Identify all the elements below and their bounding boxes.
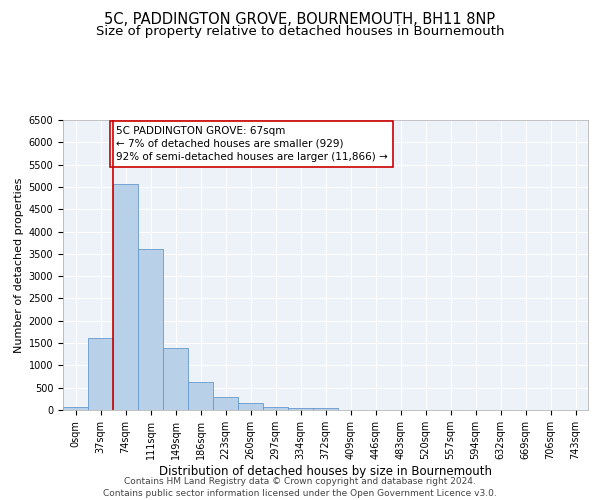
Bar <box>113 184 138 410</box>
X-axis label: Distribution of detached houses by size in Bournemouth: Distribution of detached houses by size … <box>159 465 492 478</box>
Text: 5C, PADDINGTON GROVE, BOURNEMOUTH, BH11 8NP: 5C, PADDINGTON GROVE, BOURNEMOUTH, BH11 … <box>104 12 496 28</box>
Text: Size of property relative to detached houses in Bournemouth: Size of property relative to detached ho… <box>96 25 504 38</box>
Text: Contains HM Land Registry data © Crown copyright and database right 2024.
Contai: Contains HM Land Registry data © Crown c… <box>103 476 497 498</box>
Bar <box>213 396 238 410</box>
Bar <box>263 406 288 410</box>
Bar <box>138 250 163 410</box>
Bar <box>88 338 113 410</box>
Bar <box>188 382 213 410</box>
Bar <box>63 406 88 410</box>
Bar <box>238 404 263 410</box>
Text: 5C PADDINGTON GROVE: 67sqm
← 7% of detached houses are smaller (929)
92% of semi: 5C PADDINGTON GROVE: 67sqm ← 7% of detac… <box>116 126 388 162</box>
Bar <box>313 408 338 410</box>
Y-axis label: Number of detached properties: Number of detached properties <box>14 178 25 352</box>
Bar <box>163 348 188 410</box>
Bar <box>288 408 313 410</box>
